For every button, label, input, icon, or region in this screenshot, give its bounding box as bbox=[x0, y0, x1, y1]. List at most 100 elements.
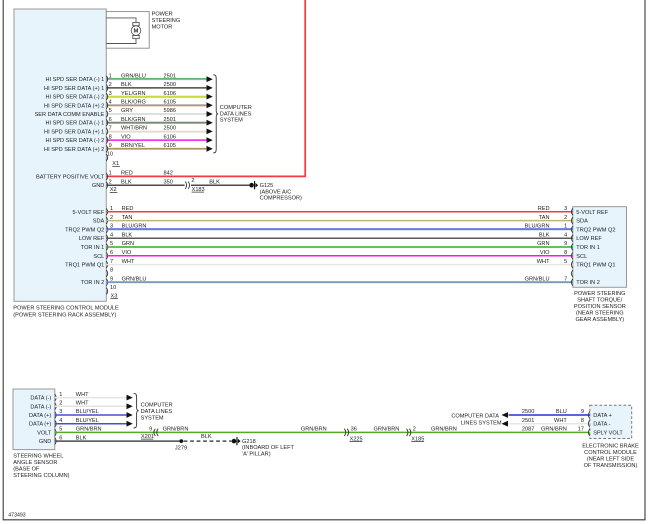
svg-text:LINES SYSTEM: LINES SYSTEM bbox=[461, 421, 502, 427]
svg-text:2: 2 bbox=[564, 215, 567, 221]
svg-text:VOLT: VOLT bbox=[37, 430, 52, 436]
svg-text:HI SPD SER DATA (+) 1: HI SPD SER DATA (+) 1 bbox=[44, 129, 104, 135]
svg-text:G125: G125 bbox=[260, 183, 274, 189]
svg-text:5: 5 bbox=[564, 259, 567, 265]
svg-text:SCL: SCL bbox=[576, 254, 587, 260]
svg-text:2: 2 bbox=[110, 215, 113, 221]
svg-text:MOTOR: MOTOR bbox=[152, 24, 173, 30]
svg-text:3: 3 bbox=[564, 206, 567, 212]
svg-text:HI SPD SER DATA (-) 1: HI SPD SER DATA (-) 1 bbox=[45, 77, 104, 83]
svg-text:HI SPD SER DATA (-) 2: HI SPD SER DATA (-) 2 bbox=[45, 95, 104, 101]
svg-text:DATA -: DATA - bbox=[593, 422, 610, 428]
svg-text:2: 2 bbox=[191, 178, 194, 184]
svg-text:HI SPD SER DATA (+) 1: HI SPD SER DATA (+) 1 bbox=[44, 86, 104, 92]
svg-text:BLK/ORG: BLK/ORG bbox=[121, 100, 146, 106]
svg-text:ANGLE SENSOR: ANGLE SENSOR bbox=[13, 460, 57, 466]
svg-text:POSITION SENSOR: POSITION SENSOR bbox=[574, 304, 626, 310]
svg-text:VIO: VIO bbox=[540, 250, 550, 256]
svg-text:WHT: WHT bbox=[537, 259, 550, 265]
svg-text:350: 350 bbox=[164, 179, 173, 185]
svg-text:M: M bbox=[134, 29, 139, 35]
svg-text:WHT: WHT bbox=[76, 392, 89, 398]
svg-text:(NEAR STEERING: (NEAR STEERING bbox=[576, 310, 624, 316]
svg-text:2501: 2501 bbox=[522, 418, 534, 424]
svg-text:(INBOARD OF LEFT: (INBOARD OF LEFT bbox=[242, 445, 294, 451]
svg-text:(ABOVE A/C: (ABOVE A/C bbox=[260, 189, 292, 195]
svg-text:GRN/BRN: GRN/BRN bbox=[301, 426, 327, 432]
svg-text:9: 9 bbox=[149, 426, 152, 432]
svg-text:36: 36 bbox=[351, 426, 357, 432]
svg-text:BATTERY POSITIVE VOLT: BATTERY POSITIVE VOLT bbox=[36, 174, 105, 180]
svg-text:9: 9 bbox=[109, 143, 112, 149]
svg-text:9: 9 bbox=[110, 276, 113, 282]
svg-text:GRN/BRN: GRN/BRN bbox=[541, 427, 567, 433]
svg-text:BLK/GRN: BLK/GRN bbox=[121, 117, 146, 123]
svg-text:POWER STEERING: POWER STEERING bbox=[574, 291, 625, 297]
svg-text:VIO: VIO bbox=[121, 134, 131, 140]
svg-text:RED: RED bbox=[121, 171, 133, 177]
svg-text:(BASE OF: (BASE OF bbox=[13, 467, 40, 473]
svg-text:SCL: SCL bbox=[93, 254, 104, 260]
svg-text:DATA LINES: DATA LINES bbox=[141, 409, 173, 415]
svg-text:10: 10 bbox=[107, 152, 113, 158]
svg-text:BLK: BLK bbox=[201, 434, 212, 440]
svg-text:GND: GND bbox=[39, 439, 51, 445]
svg-text:SHAFT TORQUE/: SHAFT TORQUE/ bbox=[577, 297, 623, 303]
svg-text:BLU/YEL: BLU/YEL bbox=[76, 418, 99, 424]
svg-text:2: 2 bbox=[109, 82, 112, 88]
svg-text:GND: GND bbox=[92, 183, 104, 189]
svg-text:ELECTRONIC BRAKE: ELECTRONIC BRAKE bbox=[582, 444, 639, 450]
svg-text:GEAR ASSEMBLY): GEAR ASSEMBLY) bbox=[575, 317, 624, 323]
svg-text:SPLY VOLT: SPLY VOLT bbox=[593, 430, 623, 436]
svg-text:5: 5 bbox=[59, 427, 62, 433]
svg-text:G218: G218 bbox=[242, 439, 256, 445]
svg-text:'A' PILLAR): 'A' PILLAR) bbox=[242, 451, 271, 457]
svg-text:BLK: BLK bbox=[209, 179, 220, 185]
svg-text:2500: 2500 bbox=[164, 126, 176, 132]
svg-text:6105: 6105 bbox=[164, 100, 176, 106]
svg-text:10: 10 bbox=[110, 285, 116, 291]
svg-text:4: 4 bbox=[110, 232, 113, 238]
svg-text:9: 9 bbox=[564, 241, 567, 247]
svg-text:5: 5 bbox=[110, 241, 113, 247]
svg-text:2501: 2501 bbox=[164, 73, 176, 79]
svg-text:SDA: SDA bbox=[93, 219, 105, 225]
svg-text:X185: X185 bbox=[411, 436, 424, 442]
svg-text:X2: X2 bbox=[110, 187, 117, 193]
svg-text:STEERING: STEERING bbox=[152, 18, 181, 24]
svg-text:GRN/BRN: GRN/BRN bbox=[163, 426, 189, 432]
svg-text:9: 9 bbox=[581, 409, 584, 415]
svg-text:POWER STEERING CONTROL MODULE: POWER STEERING CONTROL MODULE bbox=[13, 306, 119, 312]
svg-text:BLK: BLK bbox=[121, 179, 132, 185]
svg-text:TRQ2 PWM Q2: TRQ2 PWM Q2 bbox=[65, 227, 104, 233]
svg-text:TOR IN 2: TOR IN 2 bbox=[576, 280, 600, 286]
svg-text:STEERING WHEEL: STEERING WHEEL bbox=[13, 453, 63, 459]
svg-text:8: 8 bbox=[109, 134, 112, 140]
svg-text:X3: X3 bbox=[111, 293, 118, 299]
svg-text:COMPRESSOR): COMPRESSOR) bbox=[260, 196, 302, 202]
svg-text:POWER: POWER bbox=[152, 12, 173, 18]
svg-text:RED: RED bbox=[538, 206, 550, 212]
svg-text:GRN/BLU: GRN/BLU bbox=[122, 276, 147, 282]
svg-text:HI SPD SER DATA (+) 2: HI SPD SER DATA (+) 2 bbox=[44, 103, 104, 109]
svg-text:J279: J279 bbox=[175, 446, 187, 452]
svg-text:TOR IN 1: TOR IN 1 bbox=[576, 245, 600, 251]
svg-text:TRQ1 PWM Q1: TRQ1 PWM Q1 bbox=[65, 263, 104, 269]
svg-text:BLU: BLU bbox=[556, 409, 567, 415]
svg-text:GRN/BRN: GRN/BRN bbox=[431, 426, 457, 432]
svg-text:4: 4 bbox=[59, 418, 62, 424]
svg-text:BLK: BLK bbox=[122, 232, 133, 238]
svg-text:5-VOLT REF: 5-VOLT REF bbox=[576, 210, 608, 216]
svg-text:DATA (+): DATA (+) bbox=[29, 413, 51, 419]
svg-text:STEERING COLUMN): STEERING COLUMN) bbox=[13, 473, 69, 479]
svg-text:WHT: WHT bbox=[76, 401, 89, 407]
svg-text:8: 8 bbox=[581, 418, 584, 424]
svg-text:LOW REF: LOW REF bbox=[79, 236, 105, 242]
svg-text:6: 6 bbox=[109, 117, 112, 123]
svg-text:6106: 6106 bbox=[164, 134, 176, 140]
svg-text:BLK: BLK bbox=[539, 232, 550, 238]
svg-text:X1: X1 bbox=[112, 161, 119, 167]
svg-text:SYSTEM: SYSTEM bbox=[220, 118, 243, 124]
svg-text:OF TRANSMISSION): OF TRANSMISSION) bbox=[584, 463, 638, 469]
svg-text:GRN/BRN: GRN/BRN bbox=[374, 426, 400, 432]
